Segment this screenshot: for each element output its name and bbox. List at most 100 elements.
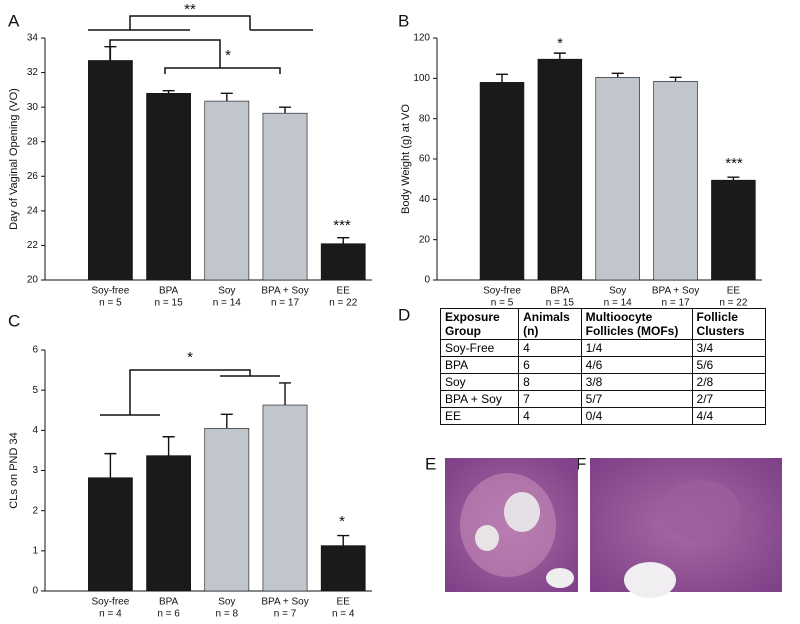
- bar: [262, 404, 308, 592]
- y-tick-label: 0: [424, 275, 430, 286]
- panel-label: B: [398, 11, 409, 30]
- y-tick-label: 0: [32, 586, 38, 597]
- x-tick-label: EE: [727, 286, 741, 297]
- table-cell: 1/4: [580, 339, 693, 357]
- annotation: *: [187, 349, 193, 366]
- data-table: Exposure Group Animals (n) Multioocyte F…: [439, 308, 767, 425]
- error-bar: [337, 534, 350, 546]
- x-tick-label: BPA: [159, 597, 179, 608]
- x-sublabel: n = 14: [604, 298, 633, 309]
- y-tick-label: 80: [419, 113, 431, 124]
- x-sublabel: n = 7: [274, 609, 297, 620]
- bracket: [88, 15, 313, 31]
- error-bar: [496, 73, 508, 83]
- y-axis-label: Day of Vaginal Opening (VO): [8, 88, 20, 230]
- x-sublabel: n = 22: [719, 298, 748, 309]
- panel-label: A: [8, 11, 20, 30]
- table-row: BPA + Soy 7 5/7 2/7: [439, 390, 767, 408]
- bar: [262, 112, 308, 281]
- x-tick-label: BPA: [550, 286, 570, 297]
- error-bar: [553, 52, 566, 60]
- table-cell: 4: [518, 407, 582, 425]
- x-tick-label: Soy-free: [92, 597, 130, 608]
- x-tick-label: EE: [337, 597, 351, 608]
- bar: [88, 60, 133, 281]
- y-tick-label: 24: [27, 205, 39, 216]
- table-cell: Soy-Free: [439, 339, 520, 357]
- error-bar: [220, 413, 233, 429]
- bar: [595, 77, 640, 281]
- table-cell: BPA + Soy: [439, 390, 520, 408]
- table-cell: BPA: [439, 356, 520, 374]
- table-cell: 0/4: [580, 407, 693, 425]
- error-bar: [337, 236, 350, 244]
- x-sublabel: n = 4: [99, 609, 122, 620]
- x-sublabel: n = 5: [99, 298, 122, 309]
- error-bar: [104, 45, 117, 61]
- error-bar: [162, 436, 175, 456]
- table-cell: 8: [518, 373, 582, 391]
- table-cell: 7: [518, 390, 582, 408]
- table-cell: 5/6: [691, 356, 767, 374]
- x-sublabel: n = 14: [213, 298, 242, 309]
- table-cell: 2/8: [691, 373, 767, 391]
- panel-label: C: [8, 311, 20, 330]
- y-tick-label: 22: [27, 240, 39, 251]
- x-sublabel: n = 15: [155, 298, 184, 309]
- y-tick-label: 34: [27, 33, 39, 44]
- annotation: **: [184, 1, 196, 18]
- bar: [204, 428, 250, 592]
- y-axis-label: CLs on PND 34: [8, 432, 20, 508]
- table-cell: 5/7: [580, 390, 693, 408]
- y-tick-label: 6: [32, 345, 38, 356]
- table-cell: 6: [518, 356, 582, 374]
- error-bar: [279, 106, 292, 114]
- error-bar: [220, 92, 233, 102]
- y-tick-label: 1: [32, 545, 38, 556]
- y-tick-label: 20: [419, 234, 431, 245]
- y-tick-label: 4: [32, 425, 38, 436]
- x-tick-label: Soy: [218, 286, 235, 297]
- x-tick-label: BPA + Soy: [652, 286, 699, 297]
- table-row: Soy 8 3/8 2/8: [439, 373, 767, 391]
- bracket: [100, 369, 280, 416]
- micrograph: [445, 458, 578, 592]
- bar: [537, 58, 583, 281]
- header-cell: Animals (n): [518, 308, 582, 340]
- x-sublabel: n = 8: [216, 609, 239, 620]
- error-bar: [279, 382, 292, 406]
- x-tick-label: EE: [337, 286, 351, 297]
- y-tick-label: 3: [32, 465, 38, 476]
- bar: [653, 81, 698, 281]
- annotation: *: [557, 35, 563, 52]
- y-tick-label: 100: [413, 73, 430, 84]
- table-cell: 4/4: [691, 407, 767, 425]
- x-tick-label: Soy-free: [92, 286, 130, 297]
- y-tick-label: 5: [32, 385, 38, 396]
- y-tick-label: 30: [27, 102, 39, 113]
- y-tick-label: 28: [27, 136, 39, 147]
- y-tick-label: 120: [413, 33, 430, 44]
- bar: [479, 82, 525, 281]
- panel-label: E: [425, 454, 436, 473]
- y-tick-label: 32: [27, 67, 39, 78]
- header-cell: Exposure Group: [439, 308, 520, 340]
- annotation: ***: [725, 155, 743, 172]
- table-cell: Soy: [439, 373, 520, 391]
- error-bar: [669, 76, 682, 82]
- annotation: *: [339, 513, 345, 530]
- bar: [88, 477, 133, 592]
- x-tick-label: BPA + Soy: [261, 597, 308, 608]
- error-bar: [727, 176, 740, 181]
- x-tick-label: BPA: [159, 286, 179, 297]
- bracket: [109, 39, 281, 74]
- x-tick-label: Soy: [609, 286, 626, 297]
- x-sublabel: n = 5: [491, 298, 514, 309]
- header-cell: Multioocyte Follicles (MOFs): [580, 308, 693, 340]
- y-axis-label: Body Weight (g) at VO: [400, 104, 412, 214]
- table-row: BPA 6 4/6 5/6: [439, 356, 767, 374]
- table-cell: 2/7: [691, 390, 767, 408]
- bar: [320, 243, 366, 281]
